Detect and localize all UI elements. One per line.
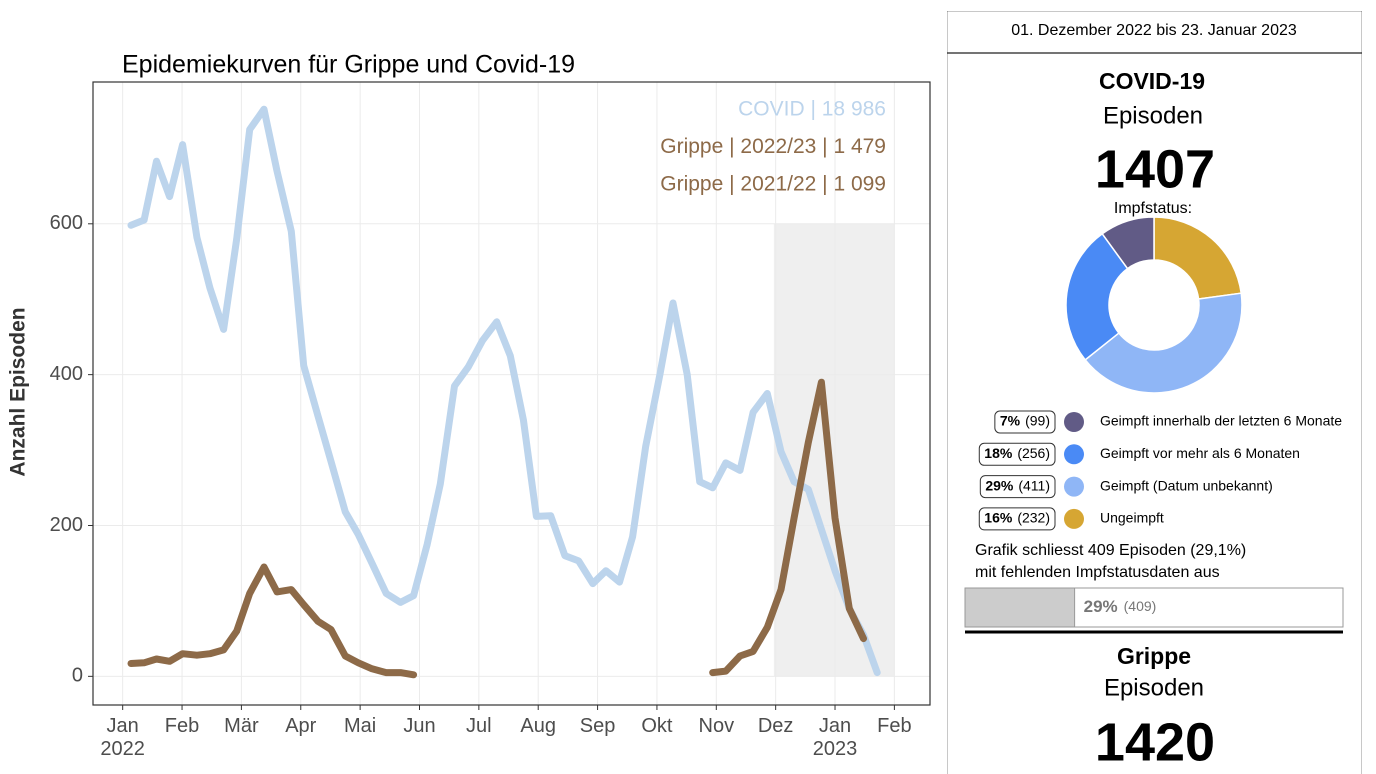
series-line <box>127 105 881 677</box>
pie-slice <box>1084 292 1243 394</box>
series-line <box>709 378 867 677</box>
y-tick-label: 400 <box>50 363 83 385</box>
grippe-total: 1420 <box>1095 712 1215 772</box>
legend-swatch <box>1064 508 1084 529</box>
progress-count: (409) <box>1124 598 1157 614</box>
x-tick-label: Dez <box>758 715 794 737</box>
legend-swatch <box>1064 444 1084 465</box>
x-tick-label: Nov <box>699 715 735 737</box>
legend-label: Geimpft vor mehr als 6 Monaten <box>1100 445 1300 461</box>
legend-count: (232) <box>1017 510 1050 526</box>
legend-label: Geimpft innerhalb der letzten 6 Monate <box>1100 413 1342 429</box>
legend-count: (256) <box>1017 445 1050 461</box>
x-tick-label: Jan 2023 <box>813 715 858 760</box>
legend-label: Grippe | 2022/23 | 1 479 <box>660 135 886 158</box>
legend-label: COVID | 18 986 <box>738 98 886 121</box>
legend-count: (99) <box>1025 413 1050 429</box>
x-tick-label: Feb <box>877 715 911 737</box>
plot: 0 200 400 600 Jan 2022 Feb Mär Apr Mai Jun Jul Aug Se… <box>50 81 931 760</box>
x-tick-label: Jul <box>466 715 492 737</box>
legend-count: (411) <box>1018 477 1050 493</box>
progress-label: 29% <box>1084 597 1118 616</box>
covid-subtitle: Episoden <box>1103 102 1203 129</box>
x-tick-label: Okt <box>641 715 673 737</box>
note: Grafik schliesst 409 Episoden (29,1%) <box>975 542 1246 559</box>
x-tick-label: Apr <box>285 715 316 737</box>
plot-border <box>92 81 931 706</box>
progress-bar <box>964 587 1076 628</box>
shaded-period <box>773 223 895 677</box>
covid-title: COVID-19 <box>1099 68 1205 94</box>
pie-slice <box>1153 216 1243 300</box>
covid-total: 1407 <box>1095 139 1215 199</box>
legend-percent: 7% <box>1000 413 1021 429</box>
pie-slice <box>1065 232 1129 361</box>
side-panel: 01. Dezember 2022 bis 23. Januar 2023 CO… <box>947 11 1362 774</box>
x-tick-label: Mai <box>344 715 376 737</box>
legend-swatch <box>1064 412 1084 432</box>
x-tick-label: Jan 2022 <box>100 715 145 760</box>
pie-title: Impfstatus: <box>1114 200 1192 217</box>
series-line <box>127 563 418 679</box>
legend-percent: 16% <box>984 510 1013 526</box>
note: mit fehlenden Impfstatusdaten aus <box>975 564 1220 581</box>
legend-box <box>994 410 1056 434</box>
y-tick-label: 200 <box>50 514 83 536</box>
chart-title: Epidemiekurven für Grippe und Covid-19 <box>122 51 575 79</box>
legend-box <box>978 442 1056 466</box>
y-tick-label: 0 <box>72 665 83 687</box>
y-axis-label: Anzahl Episoden <box>7 307 30 476</box>
grippe-title: Grippe <box>1117 643 1191 669</box>
x-tick-label: Mär <box>224 715 259 737</box>
legend-label: Geimpft (Datum unbekannt) <box>1100 477 1273 493</box>
legend-label: Grippe | 2021/22 | 1 099 <box>660 173 886 196</box>
legend-swatch <box>1064 476 1084 497</box>
y-tick-label: 600 <box>50 212 83 234</box>
legend-box <box>979 475 1056 499</box>
grippe-subtitle: Episoden <box>1104 674 1204 701</box>
x-tick-label: Aug <box>520 715 556 737</box>
legend-percent: 29% <box>985 477 1014 493</box>
x-tick-label: Feb <box>165 715 199 737</box>
legend-box <box>978 507 1056 531</box>
legend-label: Ungeimpft <box>1100 510 1164 526</box>
x-tick-label: Jun <box>403 715 435 737</box>
x-tick-label: Sep <box>580 715 616 737</box>
date-range: 01. Dezember 2022 bis 23. Januar 2023 <box>1011 22 1297 39</box>
pie-slice <box>1101 216 1155 270</box>
legend-percent: 18% <box>984 445 1013 461</box>
